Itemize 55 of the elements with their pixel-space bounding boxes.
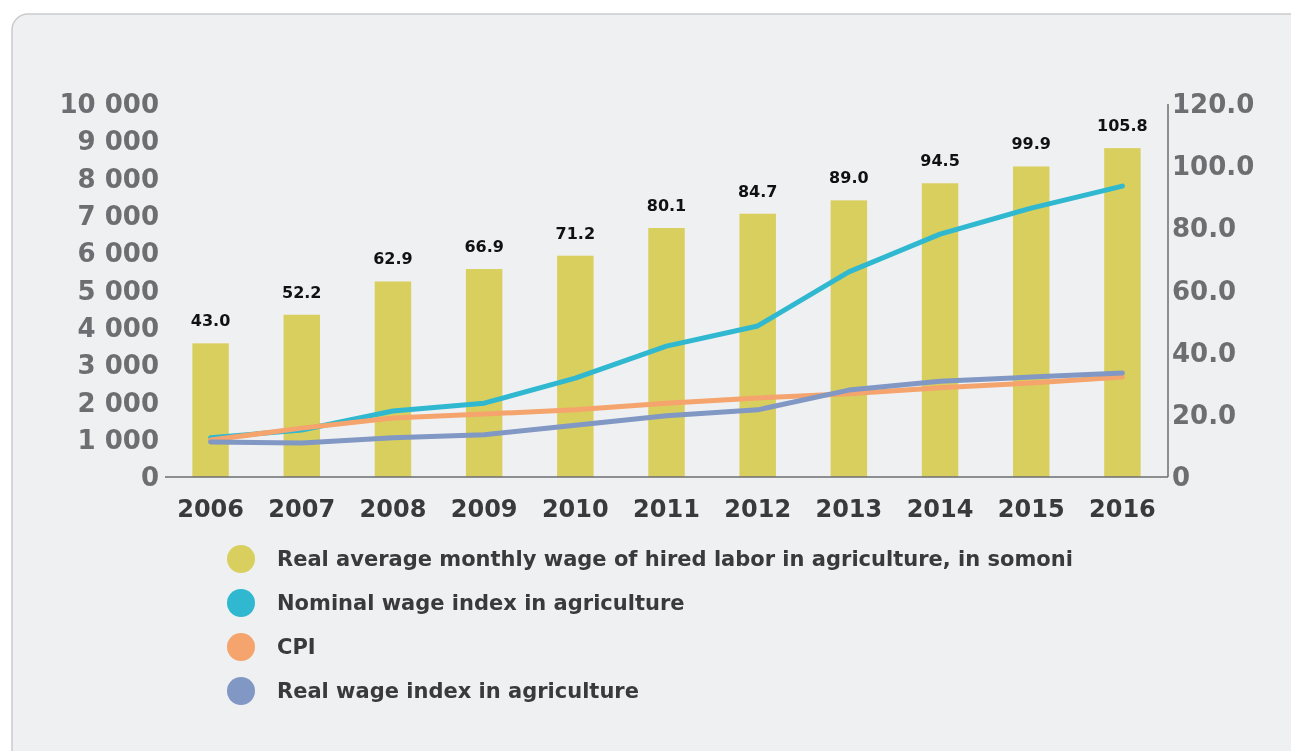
- data-label: 89.0: [829, 168, 869, 188]
- bar: [374, 281, 412, 477]
- bar: [1012, 166, 1050, 477]
- x-tick-label: 2015: [997, 495, 1065, 523]
- y2-tick-label: 0: [1172, 462, 1191, 493]
- y2-tick-label: 20.0: [1172, 399, 1237, 430]
- bar: [648, 228, 685, 477]
- bar: [557, 255, 594, 477]
- y-tick-label: 10 000: [59, 89, 159, 120]
- bar: [921, 183, 959, 477]
- bar: [830, 200, 868, 477]
- y2-tick-label: 100.0: [1172, 151, 1255, 182]
- legend-label: CPI: [277, 635, 316, 660]
- y-tick-label: 0: [140, 462, 159, 493]
- x-tick-label: 2011: [633, 495, 700, 523]
- y-tick-label: 3 000: [77, 350, 159, 381]
- y-tick-label: 2 000: [77, 387, 159, 418]
- y2-tick-label: 80.0: [1172, 213, 1237, 244]
- legend-label: Real wage index in agriculture: [277, 679, 639, 704]
- y-tick-label: 9 000: [77, 126, 159, 157]
- data-label: 105.8: [1097, 116, 1148, 136]
- y-tick-label: 4 000: [77, 312, 159, 343]
- data-label: 99.9: [1011, 134, 1051, 154]
- y-tick-label: 1 000: [77, 424, 159, 455]
- x-tick-label: 2013: [815, 495, 883, 523]
- data-label: 94.5: [920, 151, 960, 171]
- bar: [283, 314, 321, 477]
- data-label: 80.1: [646, 196, 687, 216]
- y2-tick-label: 60.0: [1172, 275, 1237, 306]
- x-tick-label: 2014: [906, 495, 974, 523]
- x-tick-label: 2012: [724, 495, 792, 523]
- data-label: 84.7: [737, 181, 778, 201]
- bar: [465, 269, 503, 477]
- bar: [192, 343, 229, 477]
- data-label: 62.9: [373, 249, 413, 269]
- legend-label: Real average monthly wage of hired labor in agriculture, in somoni: [277, 547, 1073, 572]
- bar: [1104, 148, 1141, 477]
- data-label: 71.2: [555, 223, 596, 243]
- legend-label: Nominal wage index in agriculture: [277, 591, 685, 616]
- bar: [739, 213, 776, 477]
- y-tick-label: 8 000: [77, 163, 159, 194]
- data-label: 43.0: [190, 311, 231, 331]
- y-tick-label: 5 000: [77, 275, 159, 306]
- x-tick-label: 2007: [268, 495, 336, 523]
- y-tick-label: 7 000: [77, 201, 159, 231]
- y2-tick-label: 120.0: [1172, 89, 1255, 120]
- y2-tick-label: 40.0: [1172, 337, 1237, 368]
- x-tick-label: 2008: [359, 495, 427, 523]
- data-label: 66.9: [464, 237, 504, 257]
- y-tick-label: 6 000: [77, 238, 159, 269]
- data-label: 52.2: [282, 282, 322, 302]
- x-tick-label: 2006: [177, 495, 244, 523]
- x-tick-label: 2016: [1089, 495, 1156, 523]
- x-tick-label: 2010: [541, 495, 609, 523]
- x-tick-label: 2009: [450, 495, 518, 523]
